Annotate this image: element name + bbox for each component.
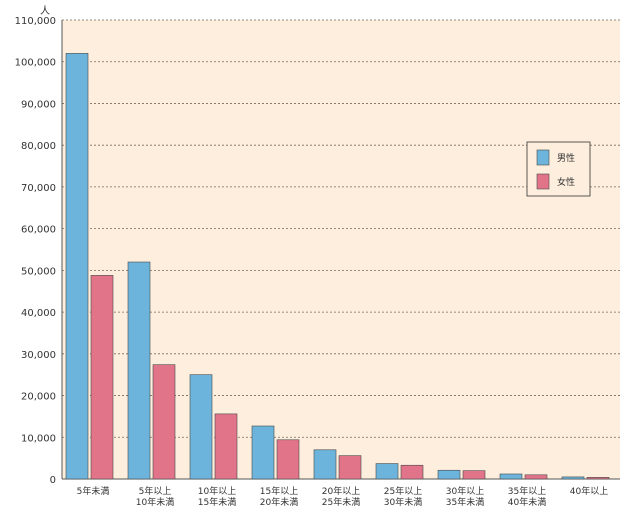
x-tick-label: 5年未満 — [77, 485, 110, 497]
bar-female — [524, 474, 548, 480]
bar-female — [90, 275, 114, 480]
y-tick-label: 20,000 — [21, 392, 56, 403]
bar-female — [462, 470, 486, 480]
y-axis-unit-label: 人 — [40, 5, 50, 17]
bar-male — [127, 261, 151, 480]
x-tick-label: 40年未満 — [508, 496, 546, 508]
bar-male — [375, 463, 399, 480]
legend-label: 男性 — [557, 152, 575, 164]
y-tick-label: 30,000 — [21, 350, 56, 361]
y-tick-label: 60,000 — [21, 225, 56, 236]
bar-male — [65, 53, 89, 480]
bar-female — [586, 477, 610, 480]
bar-male — [251, 425, 275, 480]
bar-male — [313, 449, 337, 480]
x-tick-label: 5年以上 — [139, 485, 172, 497]
y-tick-label: 70,000 — [21, 183, 56, 194]
y-tick-label: 110,000 — [15, 16, 56, 27]
legend-swatch — [536, 149, 550, 166]
x-tick-label: 15年以上 — [260, 485, 298, 497]
x-tick-label: 25年以上 — [384, 485, 422, 497]
bar-female — [214, 413, 238, 480]
bar-male — [499, 473, 523, 480]
y-tick-label: 10,000 — [21, 433, 56, 444]
x-tick-label: 40年以上 — [570, 485, 608, 497]
bar-female — [400, 464, 424, 480]
x-tick-label: 10年以上 — [198, 485, 236, 497]
bar-female — [276, 439, 300, 480]
bar-female — [152, 364, 176, 480]
y-tick-label: 40,000 — [21, 308, 56, 319]
x-tick-label: 30年未満 — [384, 496, 422, 508]
bar-female — [338, 455, 362, 480]
x-tick-label: 25年未満 — [322, 496, 360, 508]
x-tick-label: 30年以上 — [446, 485, 484, 497]
y-tick-label: 0 — [50, 475, 56, 486]
legend-label: 女性 — [557, 176, 575, 188]
bar-male — [561, 476, 585, 480]
x-tick-label: 35年未満 — [446, 496, 484, 508]
x-tick-label: 20年以上 — [322, 485, 360, 497]
x-tick-label: 15年未満 — [198, 496, 236, 508]
y-tick-label: 100,000 — [15, 58, 56, 69]
bar-male — [189, 374, 213, 480]
x-tick-label: 10年未満 — [136, 496, 174, 508]
legend-swatch — [536, 173, 550, 190]
x-tick-label: 35年以上 — [508, 485, 546, 497]
x-tick-label: 20年未満 — [260, 496, 298, 508]
bar-male — [437, 469, 461, 480]
y-tick-label: 80,000 — [21, 141, 56, 152]
y-tick-label: 50,000 — [21, 266, 56, 277]
y-tick-label: 90,000 — [21, 99, 56, 110]
